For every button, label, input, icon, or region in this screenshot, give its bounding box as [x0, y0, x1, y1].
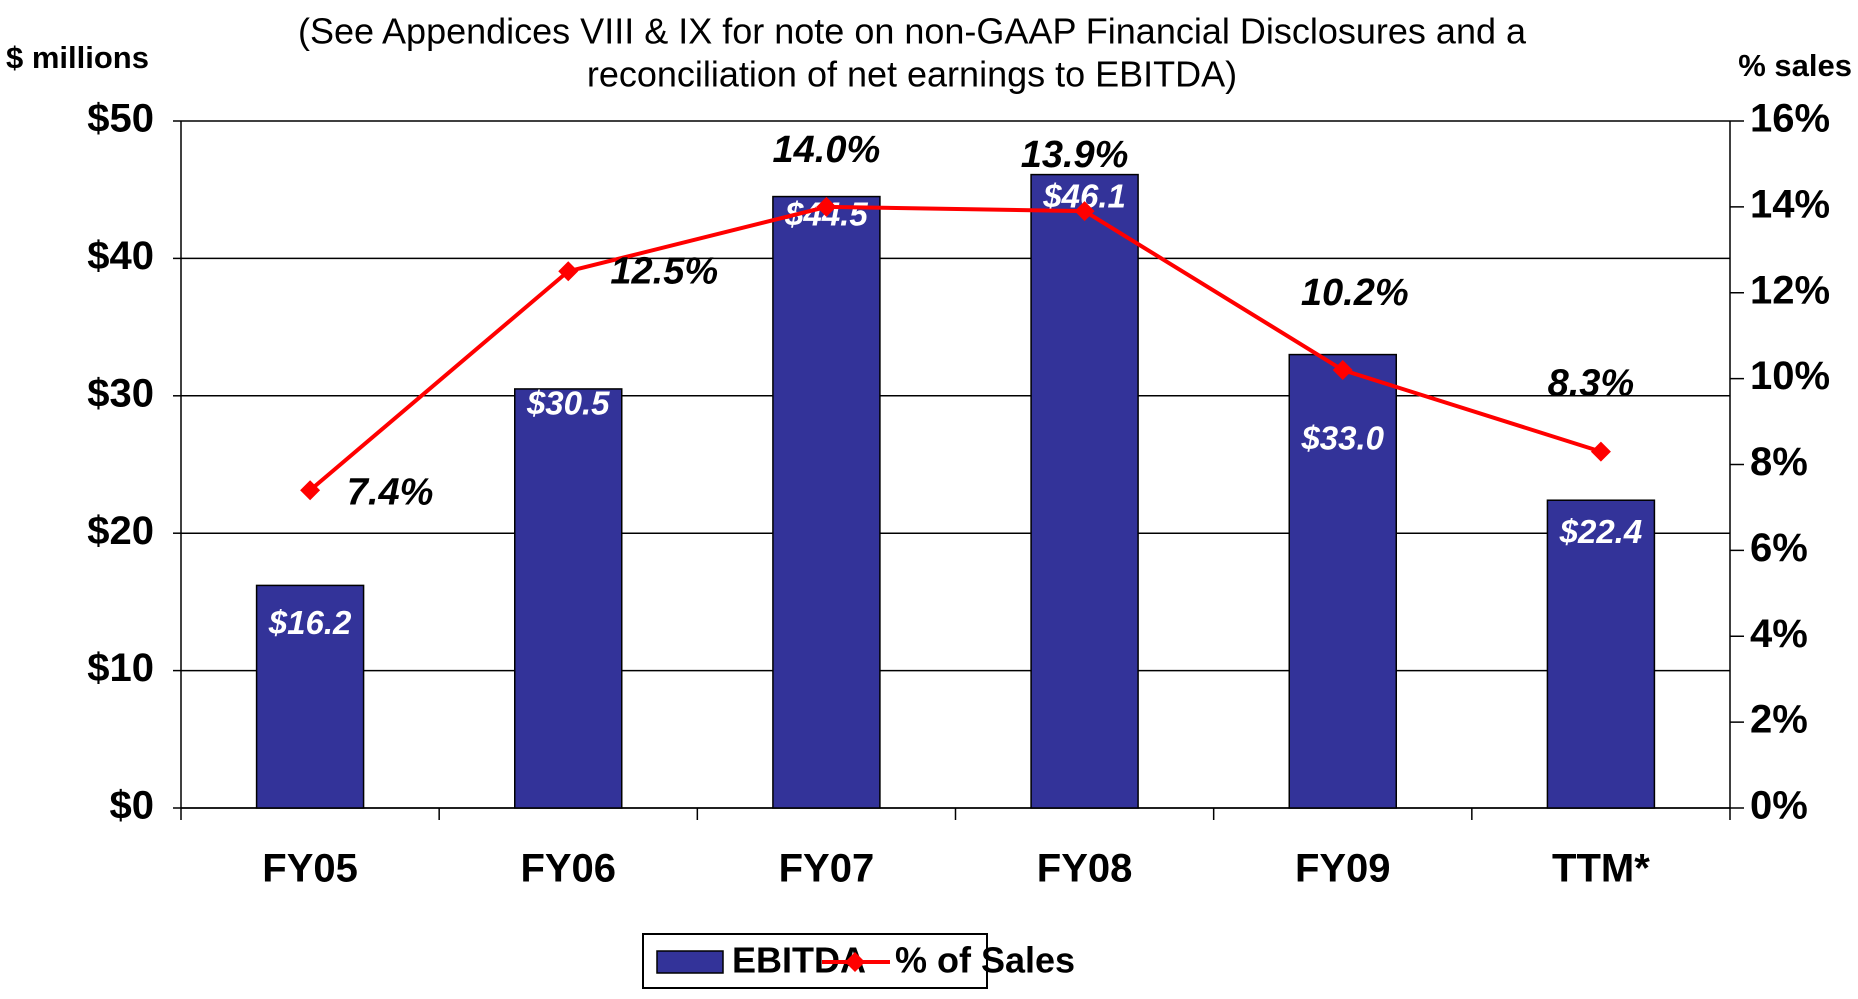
legend-marker	[845, 952, 865, 972]
bar	[1546, 499, 1656, 809]
line-marker	[1590, 441, 1611, 462]
y-tick-label: $0	[110, 784, 155, 828]
x-tick-label: FY09	[1295, 847, 1391, 891]
bar-value-label: $33.0	[1300, 419, 1384, 456]
line-value-label: 7.4%	[347, 471, 434, 513]
line-marker	[1332, 360, 1353, 381]
x-tick-label: FY07	[779, 847, 875, 891]
line-marker	[300, 480, 321, 501]
line-value-label: 8.3%	[1548, 363, 1635, 405]
y-tick-label: $20	[87, 509, 154, 553]
chart-subtitle: reconciliation of net earnings to EBITDA…	[587, 54, 1237, 95]
y2-axis-label: % sales	[1738, 48, 1852, 83]
line-value-label: 14.0%	[773, 129, 881, 171]
line-marker	[1074, 201, 1095, 222]
x-tick-label: FY08	[1037, 847, 1133, 891]
bar	[255, 584, 365, 809]
y-tick-label: $10	[87, 646, 154, 690]
y2-tick-label: 6%	[1750, 526, 1808, 570]
bar	[514, 388, 623, 809]
line-marker	[558, 261, 579, 282]
legend-swatch	[656, 950, 724, 974]
bar	[1030, 173, 1139, 809]
y2-tick-label: 14%	[1750, 182, 1830, 226]
legend-label: % of Sales	[895, 940, 1075, 981]
bar-value-label: $30.5	[526, 385, 610, 422]
y-tick-label: $50	[87, 97, 154, 141]
line	[308, 204, 1602, 492]
y2-tick-label: 12%	[1750, 268, 1830, 312]
bar	[772, 195, 881, 809]
line-value-label: 13.9%	[1021, 134, 1129, 176]
y2-tick-label: 8%	[1750, 440, 1808, 484]
y2-tick-label: 10%	[1750, 354, 1830, 398]
chart-title: (See Appendices VIII & IX for note on no…	[298, 11, 1527, 52]
y-axis-label: $ millions	[6, 40, 149, 75]
y2-tick-label: 0%	[1750, 784, 1808, 828]
line-marker	[816, 196, 837, 217]
y-tick-label: $40	[87, 234, 154, 278]
bar	[1288, 353, 1397, 809]
x-tick-label: TTM*	[1552, 847, 1650, 891]
bar-value-label: $16.2	[268, 604, 352, 641]
y2-tick-label: 2%	[1750, 698, 1808, 742]
y2-tick-label: 16%	[1750, 97, 1830, 141]
bar-value-label: $22.4	[1559, 513, 1643, 550]
y-tick-label: $30	[87, 371, 154, 415]
line-value-label: 10.2%	[1301, 272, 1409, 314]
y2-tick-label: 4%	[1750, 612, 1808, 656]
x-tick-label: FY05	[262, 847, 358, 891]
x-tick-label: FY06	[520, 847, 616, 891]
line-value-label: 12.5%	[610, 250, 718, 292]
